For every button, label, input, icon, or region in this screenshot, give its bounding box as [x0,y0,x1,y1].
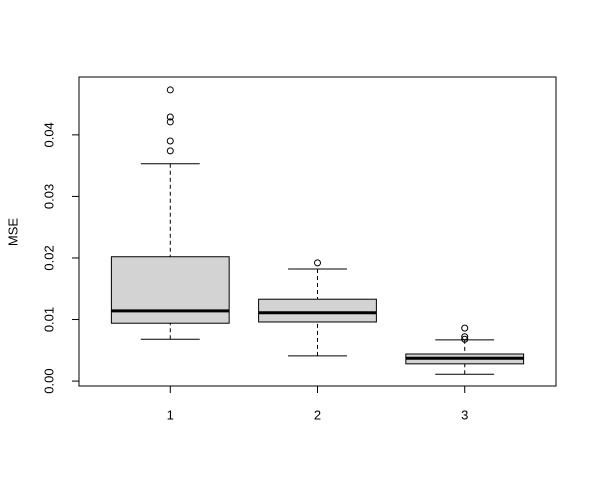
y-tick-label: 0.00 [41,368,56,393]
y-tick-label: 0.04 [41,122,56,147]
x-tick-label: 3 [461,407,468,422]
outlier [314,259,321,267]
outlier [461,333,469,341]
y-tick-label: 0.01 [41,307,56,332]
outlier [166,86,174,94]
y-tick-label: 0.02 [41,245,56,270]
y-axis-label: MSE [5,218,20,247]
outlier [461,335,469,343]
outlier [166,113,174,121]
box [110,256,230,324]
x-tick-label: 2 [314,407,321,422]
outlier [166,137,174,145]
outlier [166,118,174,126]
x-tick-label: 1 [167,407,174,422]
y-tick-label: 0.03 [41,184,56,209]
box [258,298,377,323]
outlier [461,324,469,332]
outlier [166,147,174,155]
